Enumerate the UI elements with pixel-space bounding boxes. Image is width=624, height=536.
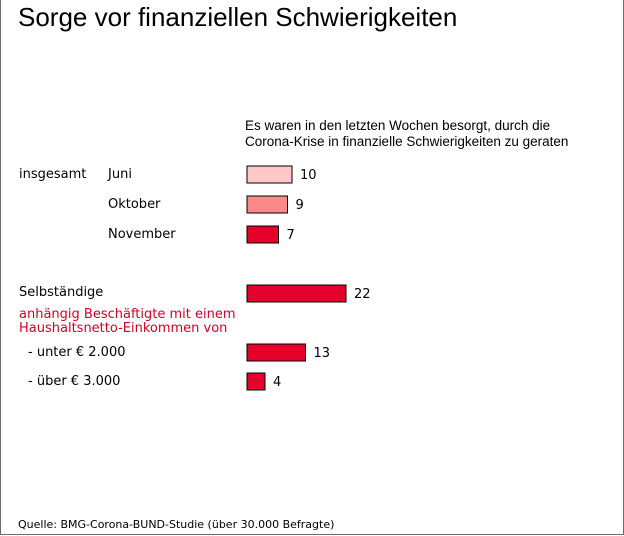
chart-title: Sorge vor finanziellen Schwierigkeiten bbox=[18, 2, 458, 32]
group-label-abhaengig: anhängig Beschäftigte mit einem Haushalt… bbox=[19, 308, 236, 336]
value-label-oktober: 9 bbox=[296, 198, 304, 213]
bar-oktober bbox=[246, 195, 288, 214]
group-label-abhaengig-line-2: Haushaltsnetto-Einkommen von bbox=[19, 321, 228, 336]
subtitle-line-1: Es waren in den letzten Wochen besorgt, … bbox=[245, 118, 551, 133]
category-label-oktober: Oktober bbox=[108, 197, 161, 212]
category-label-november: November bbox=[108, 227, 176, 242]
bar-juni bbox=[246, 165, 293, 184]
category-label-selbstaendige: Selbständige bbox=[19, 285, 104, 300]
bar-unter-2000 bbox=[246, 343, 306, 362]
bar-ueber-3000 bbox=[246, 372, 266, 391]
bar-november bbox=[246, 225, 279, 244]
value-label-selbstaendige: 22 bbox=[354, 287, 371, 302]
category-label-juni: Juni bbox=[108, 167, 132, 182]
source-note: Quelle: BMG-Corona-BUND-Studie (über 30.… bbox=[18, 518, 335, 531]
group-label-insgesamt: insgesamt bbox=[19, 167, 87, 182]
category-label-unter-2000: - unter € 2.000 bbox=[28, 345, 126, 360]
chart-subtitle: Es waren in den letzten Wochen besorgt, … bbox=[245, 118, 568, 150]
value-label-juni: 10 bbox=[300, 168, 317, 183]
value-label-november: 7 bbox=[287, 228, 295, 243]
category-label-ueber-3000: - über € 3.000 bbox=[28, 374, 121, 389]
value-label-unter-2000: 13 bbox=[314, 346, 331, 361]
subtitle-line-2: Corona-Krise in finanzielle Schwierigkei… bbox=[245, 134, 569, 149]
value-label-ueber-3000: 4 bbox=[273, 375, 281, 390]
bar-selbstaendige bbox=[246, 284, 347, 303]
group-label-abhaengig-line-1: anhängig Beschäftigte mit einem bbox=[19, 307, 236, 322]
